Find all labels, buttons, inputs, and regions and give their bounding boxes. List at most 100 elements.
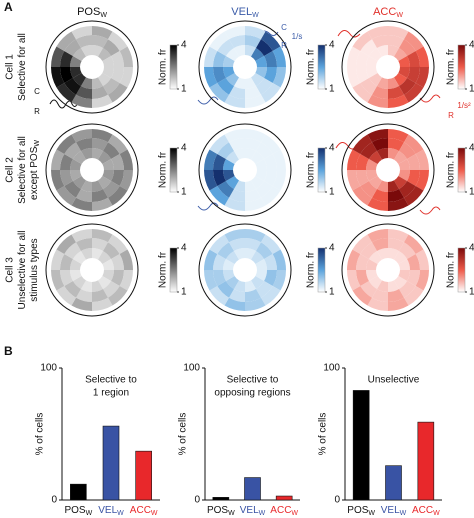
- heatmap-cell: [108, 31, 128, 51]
- heatmap-cell: [108, 134, 128, 154]
- column-title: POSW: [77, 6, 107, 19]
- heatmap-cell: [272, 149, 286, 170]
- heatmap-cell: [92, 45, 103, 57]
- heatmap-cell: [398, 67, 410, 78]
- heatmap-cell: [352, 186, 372, 206]
- x-tick-label: POSW: [347, 505, 375, 517]
- text-sub: W: [151, 510, 158, 517]
- heatmap-cell: [234, 45, 245, 57]
- scale-annotation: R: [34, 107, 40, 116]
- heatmap-cell: [223, 67, 235, 78]
- heatmap-cell: [398, 270, 410, 281]
- heatmap-cell: [51, 170, 65, 191]
- colorbar-tick-label: 4: [181, 143, 187, 154]
- heatmap-cell: [92, 148, 103, 160]
- heatmap-cell: [56, 31, 76, 51]
- row-desc: Unselective for all: [17, 231, 28, 310]
- y-tick-label: 100: [323, 363, 340, 374]
- heatmap-cell: [398, 159, 410, 170]
- heatmap-cell: [388, 229, 409, 243]
- heatmap-cell: [398, 259, 410, 270]
- heatmap-cell: [256, 78, 273, 95]
- heatmap-cell: [234, 148, 245, 160]
- heatmap-cell: [404, 83, 424, 103]
- heatmap-cell: [72, 250, 86, 264]
- heatmap-cell: [377, 280, 388, 292]
- heatmap-cell: [119, 67, 133, 88]
- bar: [275, 495, 293, 501]
- heatmap-cell: [204, 170, 218, 191]
- heatmap-cell: [255, 56, 267, 67]
- colorbar: [317, 247, 326, 293]
- heatmap-cell: [360, 142, 377, 159]
- colorbar: [169, 247, 178, 293]
- heatmap-cell: [394, 276, 408, 290]
- heatmap-cell: [394, 176, 408, 190]
- heatmap-cell: [415, 46, 429, 67]
- colorbar-label: Norm. fr: [158, 151, 169, 188]
- heatmap-cell: [108, 83, 128, 103]
- row-label: Cell 2: [5, 157, 16, 183]
- text-sub: W: [396, 12, 403, 19]
- colorbar-tick-label: 4: [329, 143, 335, 154]
- heatmap-cell: [272, 170, 286, 191]
- heatmap-cell: [255, 159, 267, 170]
- heatmap-cell: [347, 149, 361, 170]
- heatmap-cell: [234, 280, 245, 292]
- bar: [244, 477, 261, 501]
- heatmap-cell: [367, 197, 388, 211]
- heatmap-cell: [92, 77, 103, 89]
- y-tick-label: 0: [51, 495, 57, 506]
- heatmap-cell: [229, 86, 245, 99]
- colorbar-label: Norm. fr: [158, 251, 169, 288]
- heatmap-cell: [261, 83, 281, 103]
- heatmap-cell: [76, 289, 92, 302]
- heatmap-cell: [72, 47, 86, 61]
- heatmap-cell: [70, 159, 82, 170]
- colorbar-tick-label: 1: [329, 287, 335, 298]
- heatmap-cell: [368, 250, 382, 264]
- heatmap-cell: [225, 47, 239, 61]
- heatmap-cell: [229, 238, 245, 251]
- heatmap-cell: [368, 276, 382, 290]
- heatmap-cell: [76, 35, 92, 48]
- heatmap-cell: [224, 26, 245, 40]
- heatmap-cell: [356, 254, 369, 270]
- disk-border: [341, 123, 435, 217]
- heatmap-cell: [415, 270, 429, 291]
- text-main: ACC: [412, 505, 433, 516]
- x-tick-label: VELW: [240, 505, 266, 517]
- heatmap-cell: [261, 234, 281, 254]
- column-title: ACCW: [373, 6, 403, 19]
- heatmap-cell: [103, 142, 120, 159]
- heatmap-cell: [76, 138, 92, 151]
- heatmap-cell: [347, 270, 361, 291]
- heatmap-cell: [398, 56, 410, 67]
- heatmap-cell: [204, 149, 218, 170]
- heatmap-cell: [81, 148, 92, 160]
- heatmap-cell: [388, 94, 409, 108]
- colorbar-label: Norm. fr: [446, 48, 457, 85]
- heatmap-cell: [356, 170, 369, 186]
- colorbar-tick-label: 4: [329, 243, 335, 254]
- heatmap-cell: [64, 281, 81, 298]
- heatmap-cell: [255, 170, 267, 181]
- heatmap-cell: [404, 286, 424, 306]
- heatmap-cell: [229, 189, 245, 202]
- heatmap-cell: [64, 181, 81, 198]
- heatmap-cell: [204, 46, 218, 67]
- heatmap-cell: [388, 45, 399, 57]
- text-sub: W: [291, 510, 298, 517]
- heatmap-cell: [56, 286, 76, 306]
- disk-border: [198, 123, 292, 217]
- heatmap-cell: [92, 129, 113, 143]
- heatmap-cell: [399, 242, 416, 259]
- text-main: stimulus types: [29, 238, 40, 301]
- heatmap-cell: [352, 134, 372, 154]
- heatmap-cell: [70, 170, 82, 181]
- text-sub: W: [433, 510, 440, 517]
- heatmap-cell: [224, 197, 245, 211]
- colorbar-label: Norm. fr: [306, 151, 317, 188]
- bar: [352, 390, 370, 501]
- heatmap-cell: [234, 180, 245, 192]
